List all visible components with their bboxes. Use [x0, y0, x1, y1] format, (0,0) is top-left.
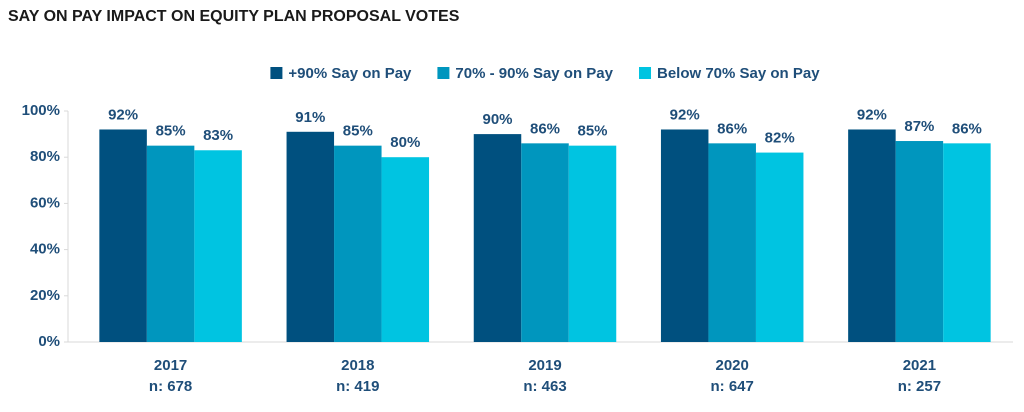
- bar: [334, 145, 382, 342]
- legend-label: +90% Say on Pay: [288, 65, 412, 82]
- value-label: 91%: [295, 109, 325, 126]
- bar: [99, 129, 147, 342]
- bar: [146, 145, 195, 342]
- x-tick-label: 2018: [341, 357, 374, 374]
- bar: [708, 143, 756, 342]
- bar: [381, 157, 430, 342]
- bar: [568, 145, 617, 342]
- y-tick-label: 100%: [22, 102, 60, 119]
- y-tick-label: 40%: [30, 241, 60, 258]
- x-tick-label: 2020: [716, 357, 749, 374]
- legend-label: Below 70% Say on Pay: [657, 65, 820, 82]
- value-label: 85%: [343, 123, 373, 140]
- bar: [473, 134, 522, 342]
- value-label: 80%: [390, 134, 420, 151]
- legend-label: 70% - 90% Say on Pay: [455, 65, 613, 82]
- value-label: 85%: [577, 123, 607, 140]
- value-label: 92%: [857, 106, 887, 123]
- bar: [848, 129, 896, 342]
- bar: [521, 143, 569, 342]
- y-tick-label: 60%: [30, 194, 60, 211]
- chart-title: SAY ON PAY IMPACT ON EQUITY PLAN PROPOSA…: [8, 8, 460, 25]
- y-tick-label: 0%: [38, 333, 60, 350]
- value-label: 86%: [717, 120, 747, 137]
- x-tick-note: n: 678: [149, 378, 192, 395]
- value-label: 86%: [952, 120, 982, 137]
- value-label: 83%: [203, 127, 233, 144]
- value-label: 87%: [904, 118, 934, 135]
- value-label: 92%: [108, 106, 138, 123]
- bar: [286, 131, 335, 342]
- y-tick-label: 80%: [30, 148, 60, 165]
- legend-swatch: [270, 67, 283, 79]
- bar: [194, 150, 242, 342]
- value-label: 82%: [765, 130, 795, 147]
- bar: [660, 129, 709, 342]
- x-tick-note: n: 257: [898, 378, 941, 395]
- legend-swatch: [437, 67, 450, 79]
- y-tick-label: 20%: [30, 287, 60, 304]
- bar: [755, 152, 804, 342]
- bar: [943, 143, 991, 342]
- x-tick-note: n: 647: [711, 378, 754, 395]
- value-label: 86%: [530, 120, 560, 137]
- x-tick-note: n: 419: [336, 378, 379, 395]
- x-tick-label: 2019: [528, 357, 561, 374]
- x-tick-label: 2021: [903, 357, 936, 374]
- x-tick-note: n: 463: [523, 378, 566, 395]
- x-tick-label: 2017: [154, 357, 187, 374]
- legend-swatch: [639, 67, 652, 79]
- value-label: 90%: [482, 111, 512, 128]
- value-label: 92%: [670, 106, 700, 123]
- bar: [895, 141, 944, 342]
- value-label: 85%: [156, 123, 186, 140]
